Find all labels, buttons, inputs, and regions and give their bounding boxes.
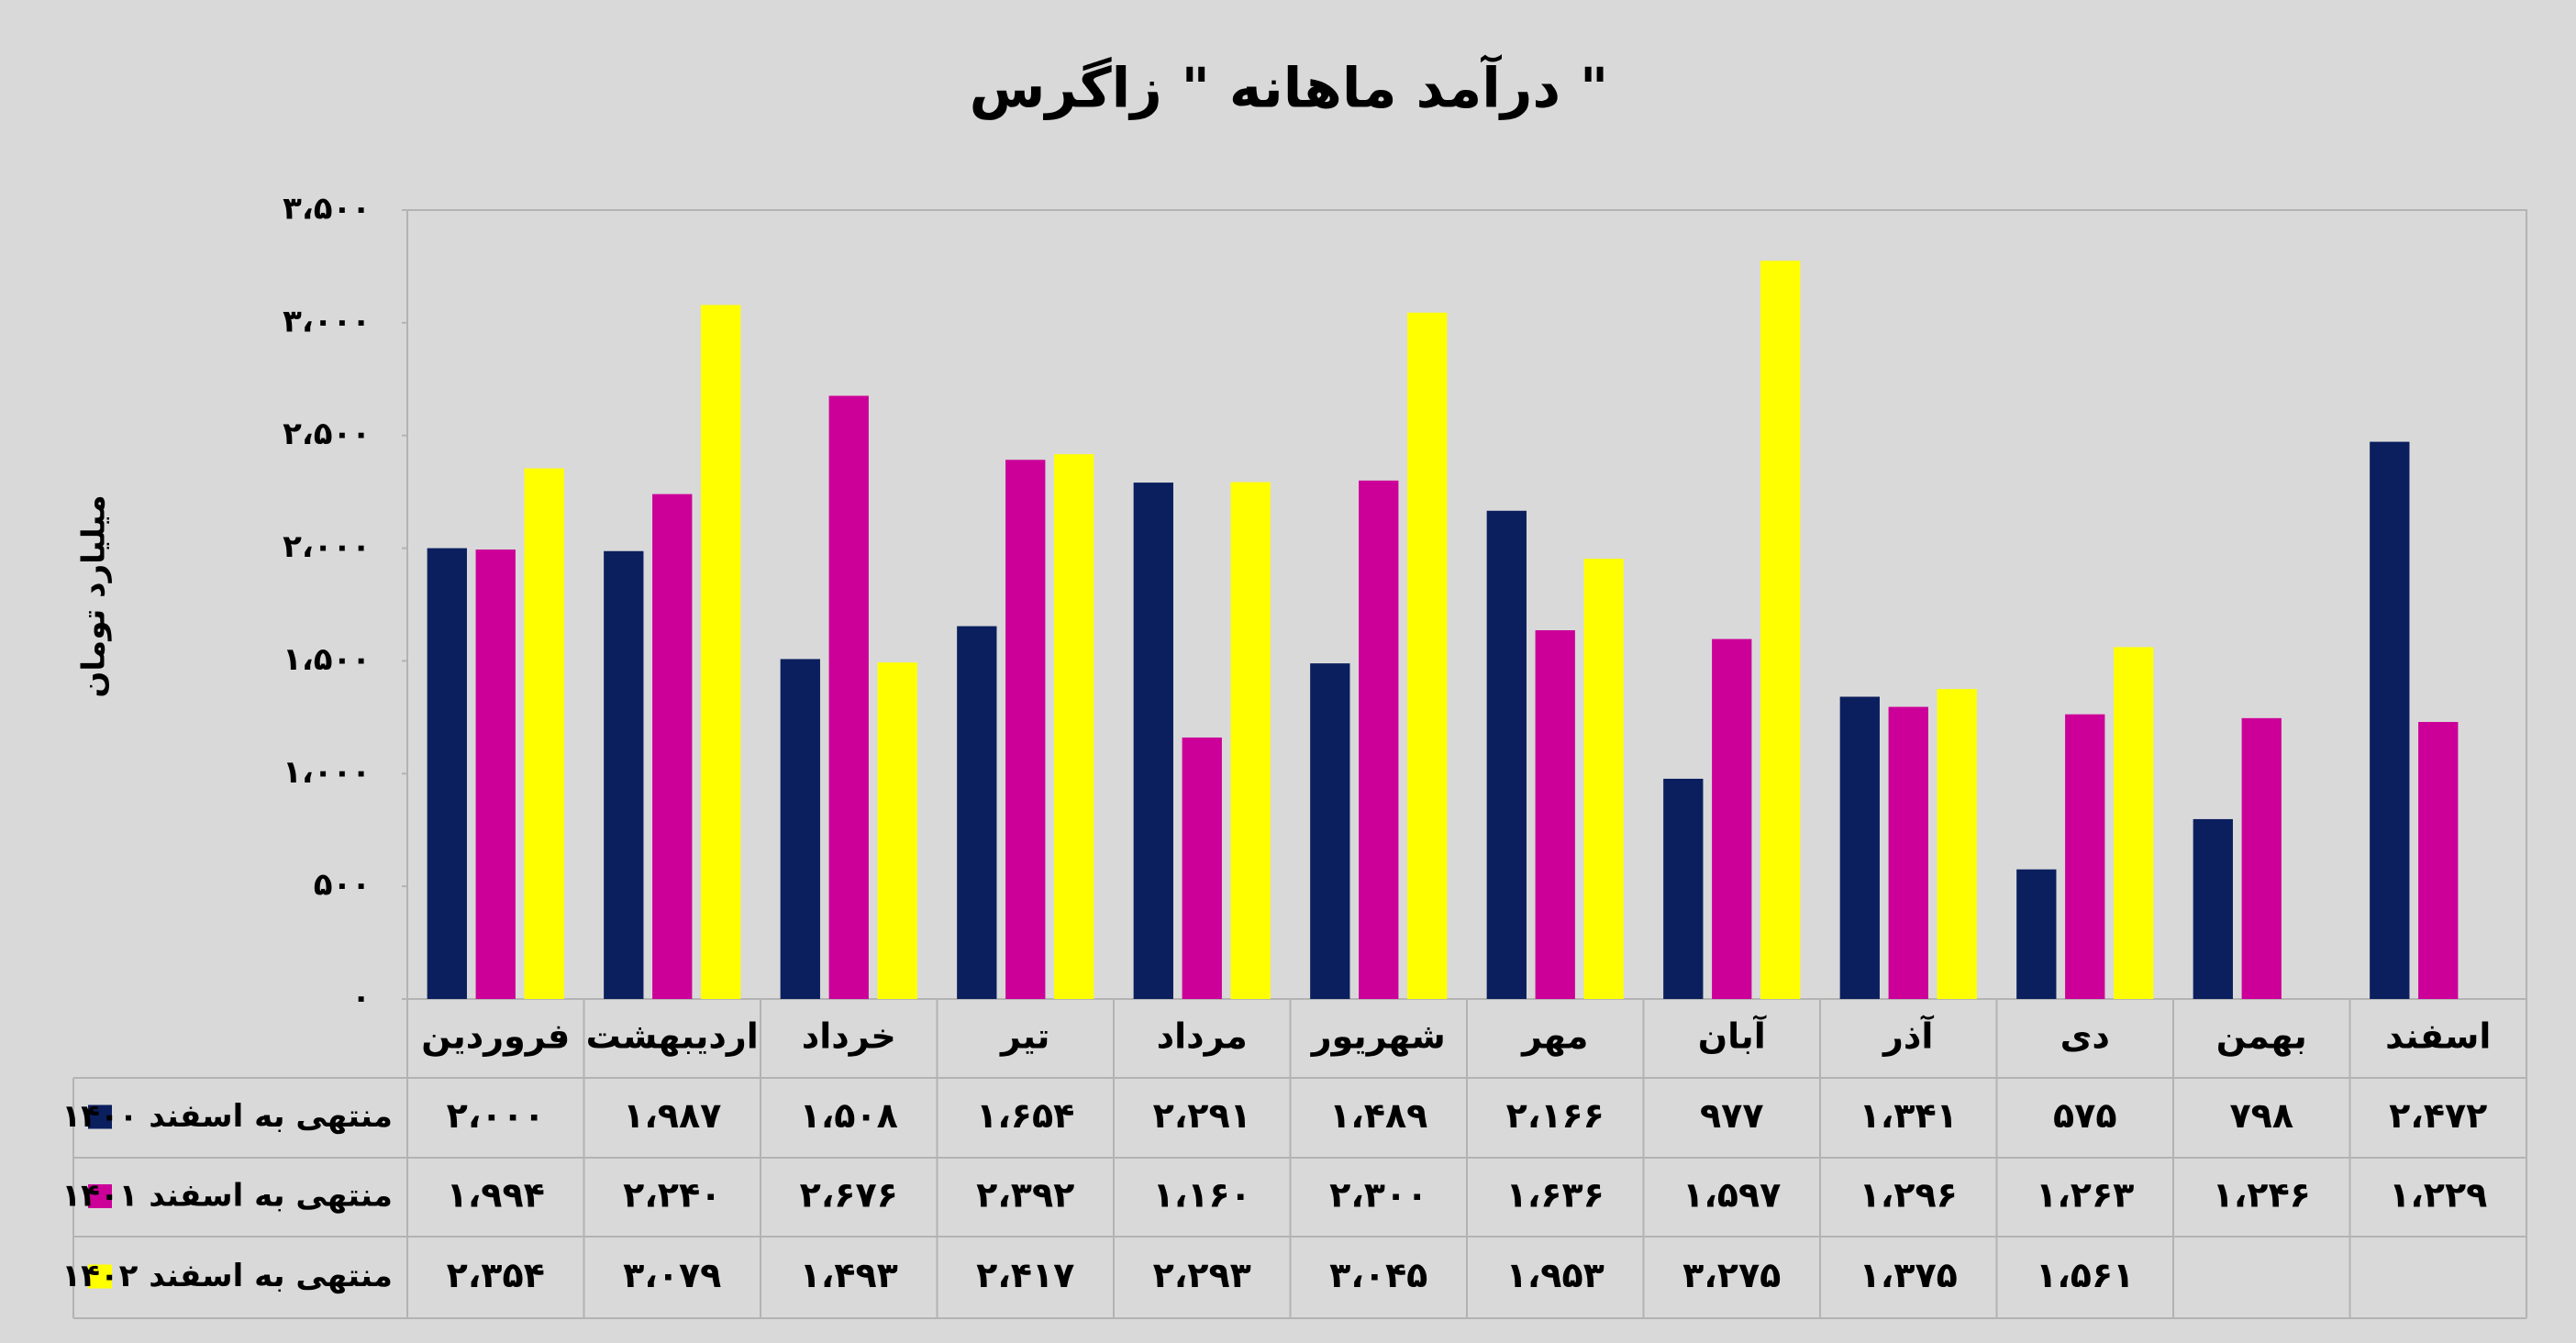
x-tick-label: دی	[2060, 1016, 2110, 1057]
table-value: ۱،۴۹۳	[800, 1255, 898, 1295]
table-value: ۲،۲۹۳	[1153, 1255, 1251, 1295]
bar	[1663, 778, 1704, 999]
chart-title: درآمد ماهانه " زاگرس "	[970, 54, 1609, 121]
bar	[2418, 722, 2459, 999]
y-tick-label: ۱،۰۰۰	[283, 754, 371, 791]
table-value: ۳،۲۷۵	[1682, 1255, 1781, 1295]
bar	[2193, 818, 2233, 999]
bar	[1054, 454, 1094, 999]
bar	[1310, 663, 1350, 999]
x-tick-label: تیر	[999, 1016, 1049, 1057]
bar	[2065, 714, 2105, 999]
table-value: ۲،۰۰۰	[447, 1095, 545, 1136]
table-value: ۱،۲۶۳	[2036, 1175, 2134, 1215]
bar	[2114, 647, 2154, 999]
table-value: ۱،۳۷۵	[1860, 1255, 1958, 1295]
table-value: ۷۹۸	[2229, 1095, 2293, 1136]
table-value: ۱،۵۹۷	[1682, 1175, 1781, 1215]
table-value: ۲،۴۷۲	[2389, 1095, 2487, 1136]
bar	[1760, 261, 1801, 999]
bar	[1407, 312, 1448, 999]
table-value: ۱،۶۳۶	[1506, 1175, 1604, 1215]
y-tick-label: ۳،۵۰۰	[283, 191, 371, 228]
bar	[1133, 483, 1173, 999]
bar	[604, 550, 644, 999]
table-value: ۱،۵۶۱	[2036, 1255, 2134, 1295]
legend-swatch	[88, 1264, 112, 1289]
bar	[780, 659, 820, 999]
table-value: ۱،۳۴۱	[1860, 1095, 1958, 1136]
bar	[2241, 717, 2282, 999]
table-value: ۵۷۵	[2053, 1095, 2117, 1136]
bar	[1937, 689, 1977, 999]
table-value: ۹۷۷	[1700, 1095, 1764, 1136]
bar	[1486, 510, 1527, 999]
bar	[2370, 441, 2410, 999]
y-tick-label: ۲،۰۰۰	[283, 528, 371, 565]
table-value: ۱،۹۹۴	[447, 1175, 545, 1215]
bar	[652, 494, 693, 999]
table-value: ۲،۱۶۶	[1506, 1095, 1604, 1136]
bar	[877, 662, 917, 999]
table-value: ۱،۲۴۶	[2213, 1175, 2311, 1215]
table-value: ۱،۱۶۰	[1153, 1175, 1251, 1215]
x-tick-label: اسفند	[2385, 1016, 2491, 1057]
bar	[475, 549, 516, 999]
table-value: ۲،۳۹۲	[976, 1175, 1074, 1215]
table-value: ۱،۶۵۴	[976, 1095, 1074, 1136]
y-axis-label: میلیارد تومان	[76, 494, 113, 697]
table-value: ۲،۲۹۱	[1153, 1095, 1251, 1136]
x-tick-label: فروردین	[421, 1016, 570, 1058]
bar	[957, 626, 997, 999]
table-value: ۱،۴۸۹	[1329, 1095, 1427, 1136]
table-value: ۱،۹۸۷	[623, 1095, 721, 1136]
table-value: ۳،۰۴۵	[1329, 1255, 1427, 1295]
x-tick-label: بهمن	[2216, 1016, 2307, 1057]
table-value: ۳،۰۷۹	[623, 1255, 721, 1295]
table-value: ۱،۲۹۶	[1860, 1175, 1958, 1215]
bar	[1535, 630, 1575, 999]
y-tick-label: ۱،۵۰۰	[283, 641, 371, 678]
x-tick-label: شهریور	[1310, 1016, 1446, 1057]
table-value: ۲،۴۱۷	[976, 1255, 1074, 1295]
bar	[1888, 706, 1928, 999]
table-value: ۲،۳۰۰	[1329, 1175, 1427, 1215]
legend-label: منتهی به اسفند ۱۴۰۲	[61, 1258, 393, 1294]
bar	[1712, 638, 1752, 999]
legend-swatch	[88, 1104, 112, 1129]
x-tick-label: مرداد	[1157, 1016, 1248, 1057]
y-tick-label: ۲،۵۰۰	[283, 416, 371, 452]
table-value: ۲،۶۷۶	[800, 1175, 898, 1215]
bar	[1359, 480, 1399, 999]
x-tick-label: اردیبهشت	[586, 1016, 759, 1057]
table-value: ۲،۲۴۰	[623, 1175, 721, 1215]
x-tick-label: آبان	[1698, 1015, 1767, 1057]
bar	[1230, 482, 1271, 999]
bar	[828, 395, 869, 999]
table-value: ۲،۳۵۴	[447, 1255, 545, 1295]
table-value: ۱،۲۲۹	[2389, 1175, 2487, 1215]
x-tick-label: خرداد	[802, 1016, 896, 1057]
bar	[1839, 696, 1880, 999]
bar	[524, 468, 564, 999]
y-tick-label: ۰	[351, 980, 371, 1016]
table-value: ۱،۹۵۳	[1506, 1255, 1604, 1295]
bar	[1182, 737, 1222, 999]
y-tick-label: ۵۰۰	[314, 867, 371, 904]
legend-label: منتهی به اسفند ۱۴۰۰	[61, 1098, 393, 1135]
table-value: ۱،۵۰۸	[800, 1095, 898, 1136]
bar	[1583, 559, 1624, 999]
bar	[1005, 460, 1046, 999]
bar	[2016, 869, 2057, 999]
x-tick-label: مهر	[1520, 1016, 1588, 1057]
legend-swatch	[88, 1184, 112, 1208]
y-tick-label: ۳،۰۰۰	[283, 303, 371, 339]
bar	[427, 548, 467, 999]
x-tick-label: آذر	[1882, 1015, 1934, 1057]
legend-label: منتهی به اسفند ۱۴۰۱	[61, 1178, 393, 1215]
bar	[701, 305, 741, 1000]
